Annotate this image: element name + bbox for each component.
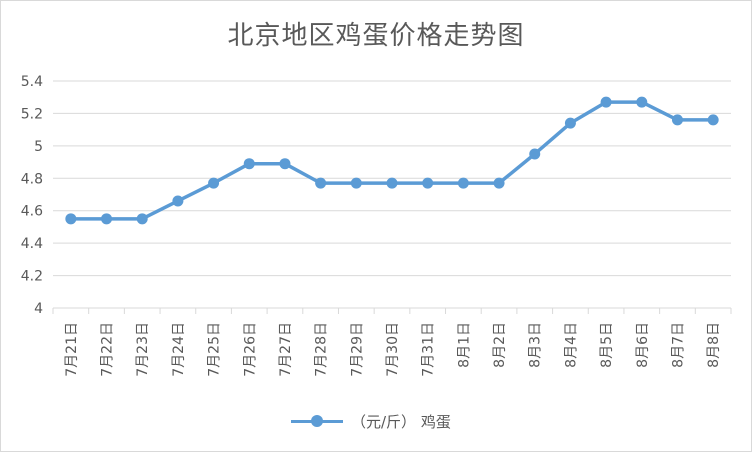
data-point xyxy=(65,213,77,225)
data-point xyxy=(457,177,469,189)
data-point xyxy=(315,177,327,189)
x-tick-label: 7月30日 xyxy=(385,322,401,377)
x-tick-label: 7月25日 xyxy=(207,322,223,377)
data-point xyxy=(707,114,719,126)
data-point xyxy=(243,158,255,170)
data-point xyxy=(279,158,291,170)
y-tick-label: 5.4 xyxy=(21,74,43,90)
data-point xyxy=(101,213,113,225)
data-point xyxy=(564,117,576,129)
x-tick-label: 8月2日 xyxy=(492,322,508,368)
y-tick-label: 5.2 xyxy=(21,106,43,122)
x-tick-label: 7月31日 xyxy=(421,322,437,377)
data-point xyxy=(208,177,220,189)
data-point xyxy=(529,148,541,160)
data-point xyxy=(350,177,362,189)
x-tick-label: 7月23日 xyxy=(135,322,151,377)
chart-title: 北京地区鸡蛋价格走势图 xyxy=(227,21,525,51)
data-point xyxy=(600,96,612,108)
data-point xyxy=(136,213,148,225)
y-tick-label: 5 xyxy=(34,139,43,155)
x-tick-label: 7月27日 xyxy=(278,322,294,377)
y-tick-label: 4.4 xyxy=(21,236,43,252)
x-tick-label: 8月5日 xyxy=(599,322,615,368)
x-tick-label: 8月7日 xyxy=(670,322,686,368)
y-tick-label: 4.6 xyxy=(21,204,43,220)
data-point xyxy=(493,177,505,189)
y-tick-label: 4.8 xyxy=(21,171,43,187)
x-tick-label: 8月8日 xyxy=(706,322,722,368)
x-tick-label: 7月21日 xyxy=(64,322,80,377)
x-tick-label: 7月24日 xyxy=(171,322,187,377)
x-tick-label: 8月6日 xyxy=(635,322,651,368)
y-tick-label: 4 xyxy=(34,301,43,317)
x-tick-label: 7月22日 xyxy=(100,322,116,377)
data-point xyxy=(636,96,648,108)
data-point xyxy=(386,177,398,189)
legend-marker xyxy=(291,414,343,428)
legend-label: （元/斤） 鸡蛋 xyxy=(351,412,451,431)
x-tick-label: 7月29日 xyxy=(349,322,365,377)
x-tick-label: 7月28日 xyxy=(314,322,330,377)
legend: （元/斤） 鸡蛋 xyxy=(291,409,451,433)
data-point xyxy=(422,177,434,189)
x-tick-label: 8月1日 xyxy=(456,322,472,368)
x-tick-label: 8月4日 xyxy=(563,322,579,368)
data-point xyxy=(172,195,184,207)
x-tick-label: 8月3日 xyxy=(528,322,544,368)
data-point xyxy=(671,114,683,126)
y-tick-label: 4.2 xyxy=(21,269,43,285)
x-tick-label: 7月26日 xyxy=(242,322,258,377)
series-line xyxy=(69,100,715,221)
